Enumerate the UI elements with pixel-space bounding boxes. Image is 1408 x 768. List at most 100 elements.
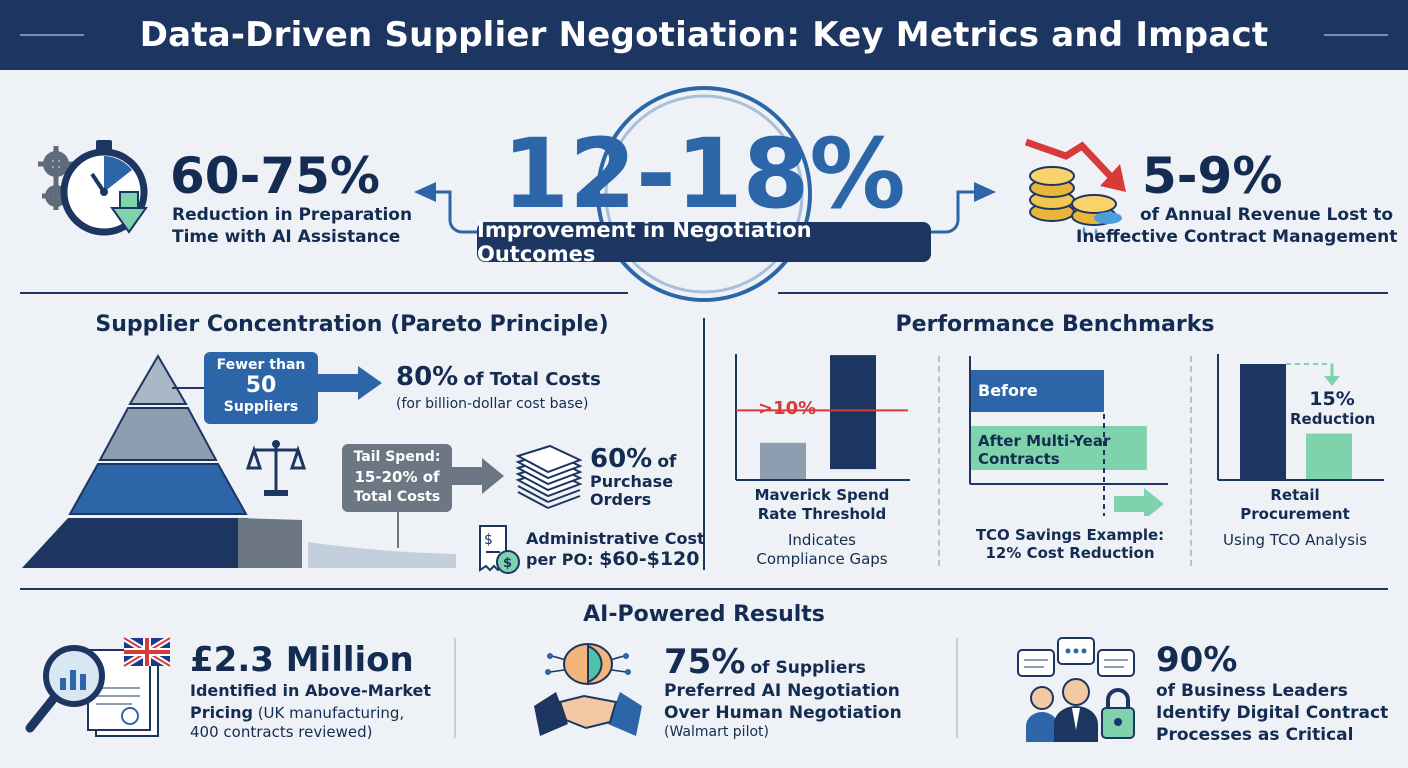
maverick-sub-2: Compliance Gaps [756,550,888,568]
fewer-suppliers-line2: 50 [245,373,277,398]
ai3-line3: Processes as Critical [1156,725,1354,745]
retail-chart [1216,354,1386,482]
benchmark-separator-2 [1190,356,1192,566]
ai1-line2: Pricing (UK manufacturing, [190,702,404,724]
ai2-line2: Over Human Negotiation [664,703,902,723]
ai2-headline: 75% of Suppliers [664,642,866,682]
ai2-line1: Preferred AI Negotiation [664,681,900,701]
ai3-line2: Identify Digital Contract [1156,703,1389,723]
prep-time-label-2: Time with AI Assistance [172,227,401,247]
pareto-title: Supplier Concentration (Pareto Principle… [95,312,609,337]
svg-text:$: $ [503,556,512,571]
retail-bar-before [1240,364,1286,480]
scales-icon [246,436,306,500]
po-60-label-1: Purchase [590,472,674,491]
retail-arrow-icon [1324,376,1340,386]
po-60-line: 60% of [590,444,676,474]
retail-bar-after [1306,433,1352,480]
tco-bar-before [970,370,1104,412]
arrow-right-icon [318,366,384,400]
header-rule-left [20,34,84,36]
documents-stack-icon [510,440,584,516]
header-rule-right [1324,34,1388,36]
costs-80-value: 80% [396,362,459,392]
ai1-line2-bold: Pricing [190,703,253,722]
stopwatch-gears-icon [34,134,158,252]
revenue-lost-label-2: Ineffective Contract Management [1076,227,1398,247]
admin-cost-prefix: per PO: [526,550,600,569]
benchmark-separator-1 [938,356,940,566]
revenue-lost-value: 5-9% [1142,147,1283,205]
tail-spend-line2: 15-20% of [354,468,440,486]
uk-flag-icon [122,635,172,669]
ai1-line3: 400 contracts reviewed) [190,723,373,741]
retail-title-2: Procurement [1240,505,1350,523]
tco-chart [968,356,1170,516]
maverick-chart [734,354,910,482]
costs-80-note: (for billion-dollar cost base) [396,396,589,412]
people-chat-lock-icon [1014,636,1138,746]
fewer-suppliers-line1: Fewer than [216,357,306,373]
tail-spend-line3: Total Costs [353,489,441,505]
ai1-value: £2.3 Million [190,640,414,680]
costs-80-label: of Total Costs [463,369,601,390]
retail-value-label: Reduction [1290,410,1376,428]
maverick-title-2: Rate Threshold [757,505,887,523]
admin-cost-line2: per PO: $60-$120 [526,548,700,571]
ai2-line3: (Walmart pilot) [664,724,769,740]
revenue-lost-label-1: of Annual Revenue Lost to [1140,205,1394,225]
tco-before-label: Before [978,381,1038,400]
maverick-threshold-label: >10% [758,398,817,419]
maverick-sub-1: Indicates [788,531,856,549]
tco-after-label-1: After Multi-Year [978,432,1111,450]
ai2-value-suffix: of Suppliers [750,658,866,678]
tco-bar-after [970,426,1147,470]
arrow-right-grey-icon [452,458,506,494]
po-60-label-2: Orders [590,490,652,509]
costs-80-line: 80% of Total Costs [396,362,601,392]
center-emblem [402,82,1006,306]
page-title: Data-Driven Supplier Negotiation: Key Me… [139,15,1269,55]
tail-spend-line1: Tail Spend: [353,449,441,465]
maverick-bar-peer [830,355,876,470]
admin-cost-value: $60-$120 [599,548,700,570]
retail-value: 15% [1309,388,1355,410]
tco-arrow-icon [1114,488,1164,516]
prep-time-value: 60-75% [170,147,381,205]
divider-top-left [20,292,628,294]
po-60-value: 60% [590,444,653,474]
ai3-value: 90% [1156,640,1238,680]
divider-bottom [20,588,1388,590]
svg-text:$: $ [484,532,493,548]
divider-vertical [703,318,705,570]
tail-spend-box: Tail Spend: 15-20% of Total Costs [342,444,452,512]
brain-handshake-icon [530,636,646,740]
ai3-line1: of Business Leaders [1156,681,1348,701]
tco-after-label-2: Contracts [978,450,1060,468]
tco-title-1: TCO Savings Example: [975,526,1165,544]
negotiation-improvement-value: 12-18% [502,118,906,230]
negotiation-improvement-caption: Improvement in Negotiation Outcomes [477,218,931,266]
ai-title: AI-Powered Results [583,602,825,627]
po-60-of: of [657,452,677,472]
ai-divider-1 [454,638,456,738]
fewer-suppliers-line3: Suppliers [223,399,299,415]
divider-top-right [778,292,1388,294]
fewer-suppliers-box: Fewer than 50 Suppliers [204,352,318,424]
maverick-title-1: Maverick Spend [754,486,890,504]
receipt-dollar-icon: $ $ [474,524,522,574]
ai1-line2-rest: (UK manufacturing, [252,704,405,722]
ai1-line1: Identified in Above-Market [190,681,432,700]
prep-time-label-1: Reduction in Preparation [172,205,413,225]
header-bar [0,0,1408,70]
admin-cost-label-1: Administrative Cost [526,529,705,548]
retail-title-1: Retail [1270,486,1320,504]
pareto-pyramid [18,352,458,570]
magnifier-report-icon [22,632,182,740]
coins-down-arrow-icon [1022,134,1144,236]
tco-title-2: 12% Cost Reduction [985,544,1155,562]
ai-divider-2 [956,638,958,738]
ai2-value: 75% [664,642,746,682]
maverick-bar-actual [760,442,806,480]
benchmarks-title: Performance Benchmarks [895,312,1215,337]
